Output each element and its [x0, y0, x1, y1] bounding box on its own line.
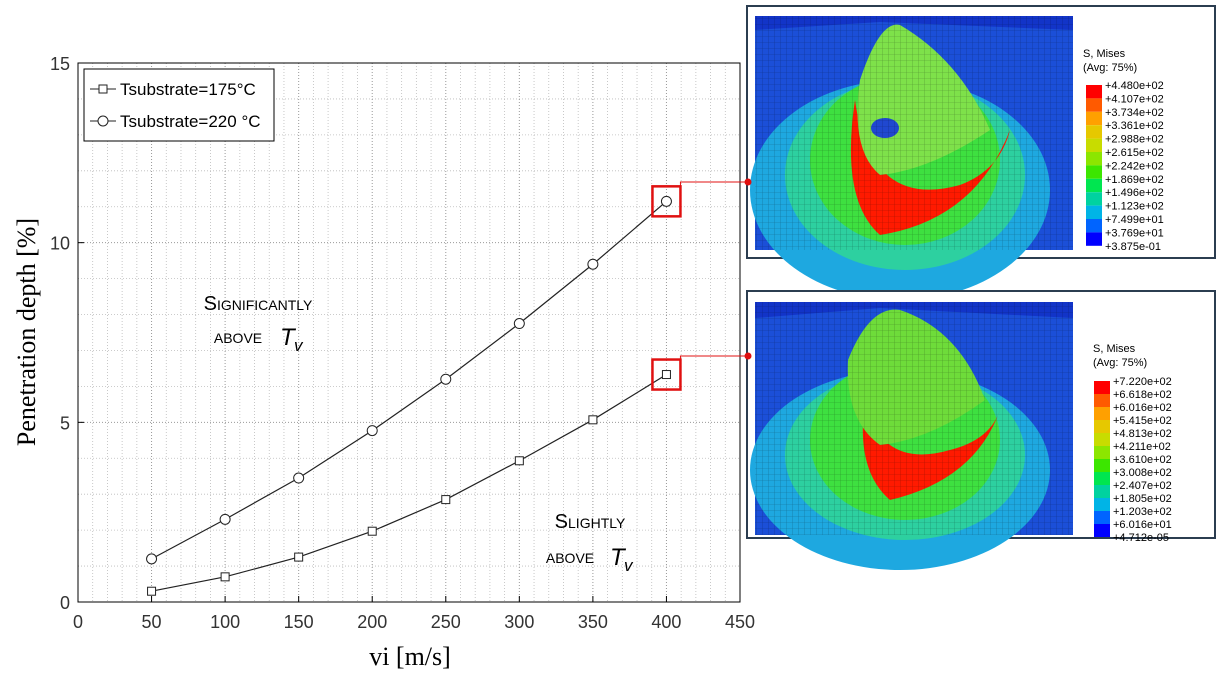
colorbar-label: +3.734e+02 [1105, 107, 1164, 119]
x-axis-label: vi [m/s] [369, 642, 451, 671]
colorbar-segment [1094, 381, 1110, 394]
colorbar-label: +4.211e+02 [1113, 441, 1171, 453]
colorbar-segment [1086, 112, 1102, 125]
colorbar-label: +4.480e+02 [1105, 80, 1164, 92]
colorbar-label: +7.499e+01 [1105, 214, 1164, 226]
connector-dot [745, 179, 752, 186]
annotation-text: above [214, 326, 262, 348]
colorbar-segment [1086, 206, 1102, 219]
x-tick-label: 50 [142, 612, 162, 632]
colorbar-segment [1086, 192, 1102, 205]
point [662, 371, 670, 379]
x-tick-label: 450 [725, 612, 755, 632]
y-tick-label: 10 [50, 234, 70, 254]
point [147, 554, 157, 564]
point [442, 496, 450, 504]
colorbar-segment [1094, 472, 1110, 485]
colorbar-label: +1.869e+02 [1105, 174, 1164, 186]
x-tick-label: 100 [210, 612, 240, 632]
y-tick-label: 15 [50, 54, 70, 74]
colorbar-segment [1086, 219, 1102, 232]
legend-marker [98, 116, 108, 126]
colorbar-label: +3.610e+02 [1113, 454, 1172, 466]
colorbar-segment [1094, 394, 1110, 407]
legend-label: Tsubstrate=220 °C [120, 112, 261, 131]
x-tick-label: 150 [284, 612, 314, 632]
x-tick-label: 200 [357, 612, 387, 632]
x-tick-label: 300 [504, 612, 534, 632]
y-tick-label: 5 [60, 413, 70, 433]
colorbar-segment [1086, 139, 1102, 152]
y-axis-label: Penetration depth [%] [12, 218, 41, 446]
point [367, 426, 377, 436]
colorbar-label: +6.016e+02 [1113, 402, 1172, 414]
colorbar-label: +7.220e+02 [1113, 376, 1172, 388]
colorbar-subtitle: (Avg: 75%) [1093, 357, 1147, 369]
point [441, 374, 451, 384]
colorbar-label: +6.618e+02 [1113, 389, 1172, 401]
colorbar-subtitle: (Avg: 75%) [1083, 62, 1137, 74]
colorbar-title: S, Mises [1093, 343, 1136, 355]
point [589, 416, 597, 424]
colorbar-label: +1.123e+02 [1105, 201, 1164, 213]
colorbar-segment [1086, 125, 1102, 138]
colorbar-title: S, Mises [1083, 48, 1126, 60]
annotation-text: Significantly [204, 293, 313, 315]
colorbar-label: +5.415e+02 [1113, 415, 1172, 427]
chart: vi [m/s] Penetration depth [%] 050100150… [0, 0, 1224, 686]
annotation-text: above [546, 546, 594, 568]
point [221, 573, 229, 581]
legend-marker [99, 85, 107, 93]
x-tick-label: 350 [578, 612, 608, 632]
point [148, 587, 156, 595]
colorbar-label: +2.988e+02 [1105, 134, 1164, 146]
point [661, 196, 671, 206]
point [220, 514, 230, 524]
colorbar-label: +3.008e+02 [1113, 467, 1172, 479]
plot-area [78, 63, 740, 602]
colorbar-segment [1094, 446, 1110, 459]
annotation-text: Slightly [555, 511, 626, 533]
colorbar-label: +3.361e+02 [1105, 120, 1164, 132]
colorbar-label: +1.496e+02 [1105, 187, 1164, 199]
colorbar-label: +2.407e+02 [1113, 480, 1172, 492]
colorbar-label: +1.203e+02 [1113, 506, 1172, 518]
legend: Tsubstrate=175°C Tsubstrate=220 °C [84, 69, 274, 141]
colorbar-segment [1094, 407, 1110, 420]
colorbar-label: +2.615e+02 [1105, 147, 1164, 159]
colorbar-segment [1086, 98, 1102, 111]
connector-dot [745, 353, 752, 360]
point [588, 259, 598, 269]
colorbar-segment [1094, 433, 1110, 446]
colorbar-segment [1086, 179, 1102, 192]
colorbar-segment [1094, 420, 1110, 433]
colorbar-segment [1086, 232, 1102, 245]
colorbar-label: +2.242e+02 [1105, 160, 1164, 172]
point [514, 319, 524, 329]
colorbar-segment [1094, 485, 1110, 498]
colorbar-label: +4.813e+02 [1113, 428, 1172, 440]
colorbar-label: +3.875e-01 [1105, 241, 1161, 253]
colorbar-segment [1094, 498, 1110, 511]
colorbar-segment [1086, 165, 1102, 178]
y-tick-label: 0 [60, 593, 70, 613]
colorbar-label: +4.712e-05 [1113, 532, 1169, 544]
point [294, 473, 304, 483]
x-tick-label: 0 [73, 612, 83, 632]
point [368, 527, 376, 535]
colorbar-segment [1086, 85, 1102, 98]
colorbar-label: +6.016e+01 [1113, 519, 1172, 531]
colorbar-segment [1094, 511, 1110, 524]
point [515, 457, 523, 465]
colorbar-label: +3.769e+01 [1105, 227, 1164, 239]
x-tick-label: 400 [651, 612, 681, 632]
colorbar-label: +4.107e+02 [1105, 93, 1164, 105]
colorbar-label: +1.805e+02 [1113, 493, 1172, 505]
colorbar-segment [1094, 524, 1110, 537]
colorbar-segment [1094, 459, 1110, 472]
colorbar-segment [1086, 152, 1102, 165]
x-tick-label: 250 [431, 612, 461, 632]
point [295, 553, 303, 561]
legend-label: Tsubstrate=175°C [120, 80, 256, 99]
